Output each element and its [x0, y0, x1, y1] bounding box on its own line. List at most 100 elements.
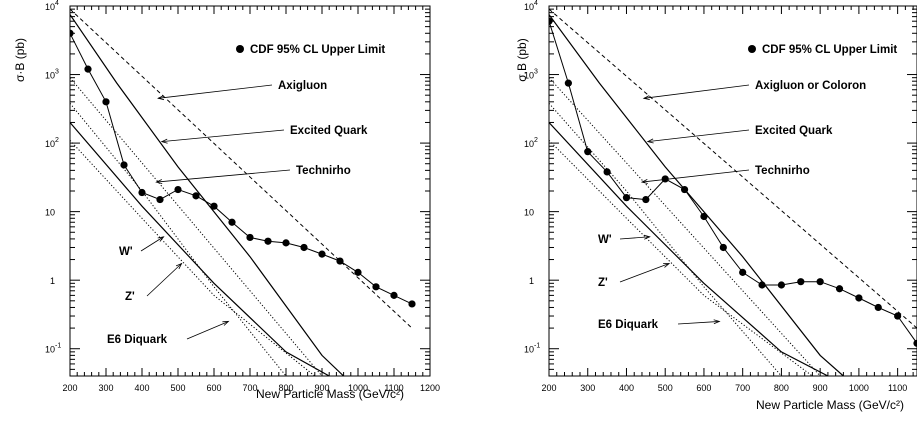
annotation-label: Z': [598, 277, 608, 289]
annotation-arrow: [140, 236, 164, 252]
theory-curve-3: [70, 122, 330, 376]
annotation-arrowhead: [663, 263, 671, 268]
x-tick-label: 900: [813, 383, 828, 393]
annotation-arrow: [146, 263, 182, 297]
plot-frame: [69, 5, 431, 377]
limit-point: [174, 185, 182, 194]
limit-point: [758, 281, 766, 289]
x-tick-label: 1000: [348, 383, 368, 393]
limit-point: [300, 243, 308, 252]
x-tick-label: 1200: [420, 383, 440, 393]
legend-label: CDF 95% CL Upper Limit: [762, 44, 897, 56]
annotation-label: Technirho: [296, 165, 351, 177]
annotation-arrow: [643, 84, 750, 99]
y-tick-label: 10: [45, 139, 55, 149]
annotation-arrowhead: [643, 234, 651, 240]
y-axis-label: σ.B (pb): [515, 38, 529, 81]
y-tick-exponent: 2: [534, 137, 538, 144]
annotation-label: Excited Quark: [755, 125, 833, 137]
y-tick-exponent: 4: [534, 0, 538, 7]
y-tick-exponent: -1: [55, 343, 61, 350]
limit-point: [246, 233, 254, 242]
limit-point: [642, 195, 650, 204]
annotation-arrowhead: [155, 179, 163, 184]
annotation-arrow: [677, 321, 720, 325]
x-tick-label: 1100: [888, 383, 907, 393]
annotation-arrowhead: [157, 236, 165, 242]
annotation-arrow: [619, 236, 650, 240]
annotation-arrowhead: [222, 320, 230, 326]
limit-point: [874, 303, 882, 312]
limit-point: [700, 212, 708, 221]
annotation-arrowhead: [640, 179, 648, 184]
theory-curve-0: [70, 8, 413, 329]
limit-point: [739, 268, 747, 276]
y-tick-label: 10: [45, 71, 55, 81]
limit-point: [228, 218, 236, 226]
limit-series: [549, 17, 917, 347]
annotation-label: Technirho: [755, 165, 810, 177]
x-tick-label: 400: [134, 383, 149, 393]
y-tick-label: 10: [524, 345, 534, 355]
x-tick-label: 300: [98, 383, 113, 393]
x-tick-label: 800: [774, 383, 789, 393]
annotation-arrowhead: [160, 138, 168, 144]
limit-point: [603, 168, 611, 176]
theory-curve-4: [70, 139, 316, 376]
limit-point: [390, 291, 398, 299]
annotation-arrow: [156, 169, 291, 183]
y-tick-label: 10: [524, 139, 534, 149]
annotation-label: W': [598, 234, 612, 246]
limit-point: [70, 29, 74, 37]
legend-marker: [236, 45, 244, 53]
theory-curve-2: [549, 77, 821, 376]
y-tick-label: 10: [524, 208, 534, 218]
annotation-label: E6 Diquark: [598, 319, 659, 331]
annotation-label: E6 Diquark: [107, 334, 168, 346]
limit-point: [318, 250, 326, 258]
x-tick-label: 1100: [384, 383, 403, 393]
chart-axigluon-limits: 200 300 400 500 600 700 800 900 1000 1100 1200 10 -1…: [13, 0, 440, 401]
limit-point: [835, 285, 844, 293]
limit-point: [264, 237, 272, 245]
annotation-label: W': [119, 246, 133, 258]
legend-marker: [748, 45, 756, 53]
y-tick-exponent: 3: [534, 69, 538, 76]
theory-curve-5: [70, 102, 287, 376]
x-tick-label: 900: [314, 383, 329, 393]
x-tick-label: 700: [735, 383, 750, 393]
x-tick-label: 800: [278, 383, 293, 393]
annotation-arrowhead: [646, 138, 654, 144]
theory-curve-3: [549, 122, 829, 376]
limit-point: [622, 194, 631, 202]
limit-point: [120, 161, 128, 169]
annotation-arrow: [161, 129, 285, 143]
x-tick-label: 600: [206, 383, 221, 393]
y-tick-exponent: 3: [55, 69, 59, 76]
limit-point: [894, 312, 902, 320]
limit-point: [84, 65, 92, 73]
limit-point: [336, 257, 344, 265]
limit-point: [210, 202, 218, 210]
y-tick-label: 1: [529, 276, 534, 286]
theory-curve-5: [549, 102, 782, 376]
y-tick-exponent: 4: [55, 0, 59, 7]
limit-point: [777, 281, 786, 289]
x-tick-label: 700: [242, 383, 257, 393]
y-tick-exponent: -1: [534, 343, 540, 350]
limit-point: [913, 339, 917, 347]
limit-point: [797, 278, 805, 286]
limit-point: [564, 79, 572, 87]
x-tick-label: 200: [62, 383, 77, 393]
theory-curves: [549, 8, 917, 376]
limit-point: [282, 239, 290, 247]
annotation-arrowhead: [175, 262, 183, 270]
annotation-arrowhead: [713, 319, 721, 325]
annotation-arrow: [641, 169, 750, 183]
x-axis-label: New Particle Mass (GeV/c²): [756, 398, 904, 412]
x-tick-label: 500: [170, 383, 185, 393]
annotation-arrow: [647, 129, 750, 143]
annotation-label: Axigluon or Coloron: [755, 80, 866, 92]
x-tick-label: 400: [619, 383, 634, 393]
